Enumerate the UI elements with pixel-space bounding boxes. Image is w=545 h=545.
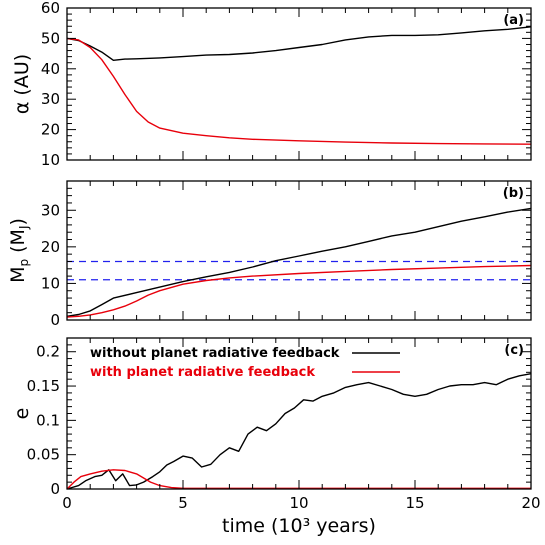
y-tick-label: 20 <box>41 238 60 256</box>
panel-tag: (a) <box>503 13 524 28</box>
no-feedback-series-line <box>66 373 532 490</box>
y-tick-label: 40 <box>41 60 60 78</box>
panel-1: 10 20 30 40 50 60 (a) α (AU) <box>11 0 532 169</box>
x-tick-label: 20 <box>521 494 540 512</box>
feedback-series-line <box>66 37 532 145</box>
y-tick-label: 0 <box>50 311 60 329</box>
y-axis-title: α (AU) <box>11 54 33 114</box>
panel-3: 0 0.05 0.1 0.15 0.2 (c) e 0 5 10 15 20 <box>11 337 541 512</box>
y-tick-label: 0 <box>50 480 60 498</box>
plot-frame <box>66 7 532 161</box>
y-axis-title: e <box>11 408 33 420</box>
x-tick-label: 15 <box>405 494 424 512</box>
y-axis-title: Mp (MJ) <box>7 218 31 283</box>
legend-label: without planet radiative feedback <box>90 346 340 361</box>
y-tick-label: 0.2 <box>36 343 60 361</box>
plot-frame <box>66 180 532 321</box>
y-tick-label: 60 <box>41 0 60 17</box>
x-tick-label: 0 <box>62 494 72 512</box>
panel-tag: (b) <box>503 186 524 201</box>
no-feedback-series-line <box>66 26 532 61</box>
legend: without planet radiative feedback with pl… <box>90 346 400 380</box>
y-tick-label: 0.05 <box>27 446 60 464</box>
x-tick-label: 5 <box>178 494 188 512</box>
panel-tag: (c) <box>504 343 524 358</box>
y-tick-label: 0.15 <box>27 377 60 395</box>
x-axis-title: time (10³ years) <box>222 515 376 537</box>
y-tick-label: 10 <box>41 274 60 292</box>
feedback-series-line <box>66 264 532 318</box>
y-tick-label: 50 <box>41 29 60 47</box>
y-tick-label: 10 <box>41 151 60 169</box>
y-tick-label: 30 <box>41 201 60 219</box>
no-feedback-series-line <box>66 207 532 317</box>
panel-2: 0 10 20 30 (b) Mp (MJ) <box>7 180 532 329</box>
y-tick-label: 20 <box>41 121 60 139</box>
y-tick-label: 0.1 <box>36 411 60 429</box>
legend-label: with planet radiative feedback <box>90 365 315 380</box>
x-tick-label: 10 <box>289 494 308 512</box>
y-tick-label: 30 <box>41 90 60 108</box>
